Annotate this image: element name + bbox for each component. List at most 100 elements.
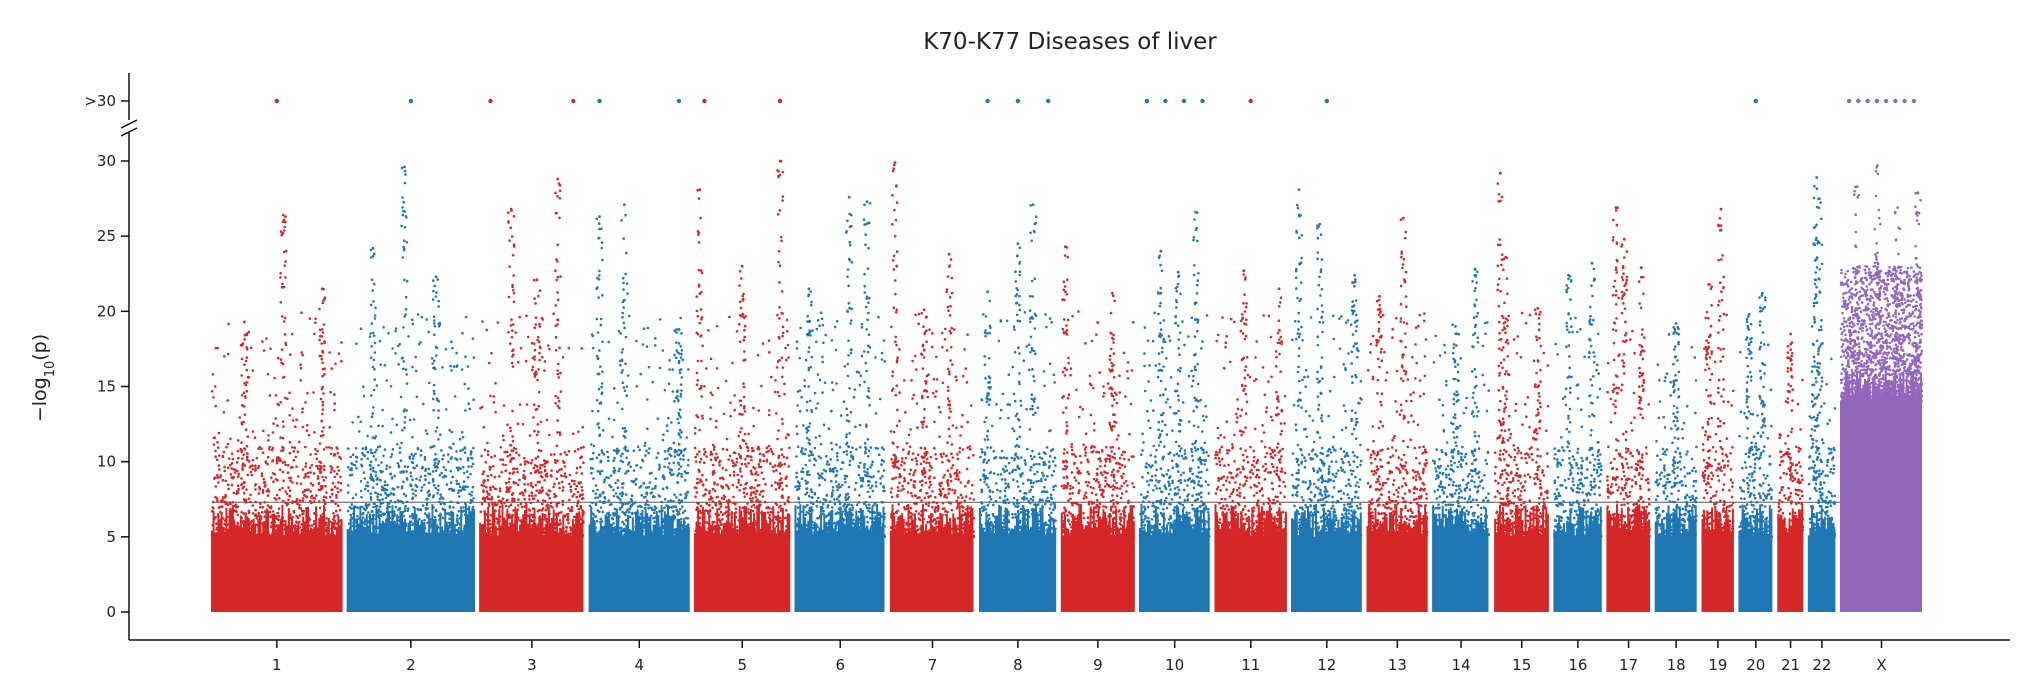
- scatter-points: [588, 203, 691, 539]
- capped-point: [1874, 98, 1880, 104]
- point-band: [1432, 505, 1489, 612]
- scatter-points: [1606, 206, 1651, 539]
- scatter-points: [889, 161, 976, 539]
- point-band: [1807, 505, 1836, 612]
- capped-point: [597, 98, 602, 104]
- x-tick-label: 16: [1568, 656, 1587, 674]
- scatter-points: [346, 165, 476, 539]
- point-band: [1654, 505, 1697, 612]
- scatter-points: [1290, 188, 1363, 539]
- point-band: [588, 504, 690, 612]
- point-band: [1366, 503, 1428, 612]
- x-tick-label: 8: [1013, 656, 1023, 674]
- point-band: [889, 503, 974, 612]
- axis-break-mark: [120, 127, 138, 137]
- point-band: [346, 503, 475, 612]
- point-band: [1291, 503, 1362, 612]
- capped-point: [1163, 98, 1168, 104]
- point-band: [1777, 504, 1804, 612]
- scatter-points: [1138, 210, 1211, 539]
- x-tick-label: 6: [835, 656, 845, 674]
- y-tick-label: 25: [97, 227, 116, 245]
- y-tick-label: 20: [97, 302, 116, 320]
- point-band: [211, 504, 343, 612]
- capped-point: [408, 98, 414, 104]
- x-tick-label: 7: [928, 656, 938, 674]
- x-tick-label: 19: [1708, 656, 1727, 674]
- scatter-points: [1431, 267, 1491, 539]
- capped-point: [1144, 98, 1150, 104]
- point-band: [794, 503, 885, 612]
- x-tick-label: 11: [1241, 656, 1260, 674]
- x-tick-label: 15: [1512, 656, 1531, 674]
- scatter-points: [1553, 261, 1603, 539]
- scatter-points: [1060, 245, 1136, 539]
- point-band: [1606, 504, 1650, 612]
- scatter-points: [1366, 216, 1429, 539]
- capped-point: [1911, 98, 1917, 104]
- x-tick-label: 13: [1388, 656, 1407, 674]
- x-axis-ticks: 1 2 3 4 5 6 7 8 9 10 11 12 13 14 15 16 17 18 19 20 21 22 X: [272, 640, 1887, 674]
- data-points: [210, 159, 1924, 612]
- capped-point: [274, 98, 279, 104]
- capped-point: [1902, 98, 1907, 104]
- point-band: [1214, 504, 1287, 612]
- scatter-points: [1701, 207, 1735, 539]
- scatter-points: [210, 213, 343, 539]
- x-tick-label: 14: [1452, 656, 1471, 674]
- capped-point: [702, 98, 707, 104]
- x-tick-label: 12: [1317, 656, 1336, 674]
- scatter-points: [794, 195, 887, 539]
- y-axis-ticks: 0 5 10 15 20 25 30 >30: [84, 92, 129, 621]
- capped-point: [1753, 98, 1759, 104]
- capped-points: [274, 98, 1917, 104]
- capped-point: [1248, 98, 1253, 104]
- y-tick-label: 0: [106, 603, 116, 621]
- scatter-points: [1777, 332, 1805, 539]
- capped-point: [1883, 98, 1889, 104]
- capped-point: [1200, 98, 1205, 104]
- axes: [120, 73, 2010, 641]
- capped-point: [1046, 98, 1051, 104]
- x-tick-label: X: [1876, 656, 1886, 674]
- capped-point: [488, 98, 493, 104]
- scatter-points: [1738, 291, 1774, 539]
- x-tick-label: 10: [1165, 656, 1184, 674]
- capped-point: [1846, 98, 1852, 104]
- capped-point: [1856, 98, 1861, 104]
- x-tick-label: 5: [737, 656, 747, 674]
- x-tick-label: 18: [1667, 656, 1686, 674]
- capped-point: [985, 98, 990, 104]
- y-tick-label-capped: >30: [84, 92, 116, 110]
- capped-point: [1893, 98, 1898, 104]
- y-tick-label: 5: [106, 528, 116, 546]
- point-band: [479, 503, 584, 612]
- point-band: [693, 504, 791, 612]
- scatter-points: [1214, 269, 1288, 539]
- capped-point: [571, 98, 576, 104]
- y-tick-label: 15: [97, 378, 116, 396]
- point-band: [1738, 504, 1773, 612]
- scatter-points: [479, 177, 585, 539]
- capped-point: [1181, 98, 1187, 104]
- x-tick-label: 9: [1093, 656, 1103, 674]
- x-tick-label: 17: [1619, 656, 1638, 674]
- scatter-points: [693, 159, 791, 539]
- chart-title: K70-K77 Diseases of liver: [923, 29, 1217, 55]
- capped-point: [1324, 98, 1330, 104]
- y-tick-label: 10: [97, 453, 116, 471]
- x-tick-label: 21: [1781, 656, 1800, 674]
- x-tick-label: 1: [272, 656, 282, 674]
- capped-point: [1865, 98, 1870, 104]
- point-band: [1138, 503, 1210, 612]
- y-axis-label: −log10(p): [29, 334, 58, 422]
- x-tick-label: 4: [634, 656, 644, 674]
- point-band: [1701, 505, 1734, 612]
- axis-break-mark: [120, 119, 138, 129]
- point-band: [1494, 504, 1549, 612]
- scatter-points: [1654, 321, 1698, 539]
- scatter-points: [1807, 176, 1837, 539]
- scatter-points: [1493, 171, 1550, 539]
- x-tick-label: 22: [1812, 656, 1831, 674]
